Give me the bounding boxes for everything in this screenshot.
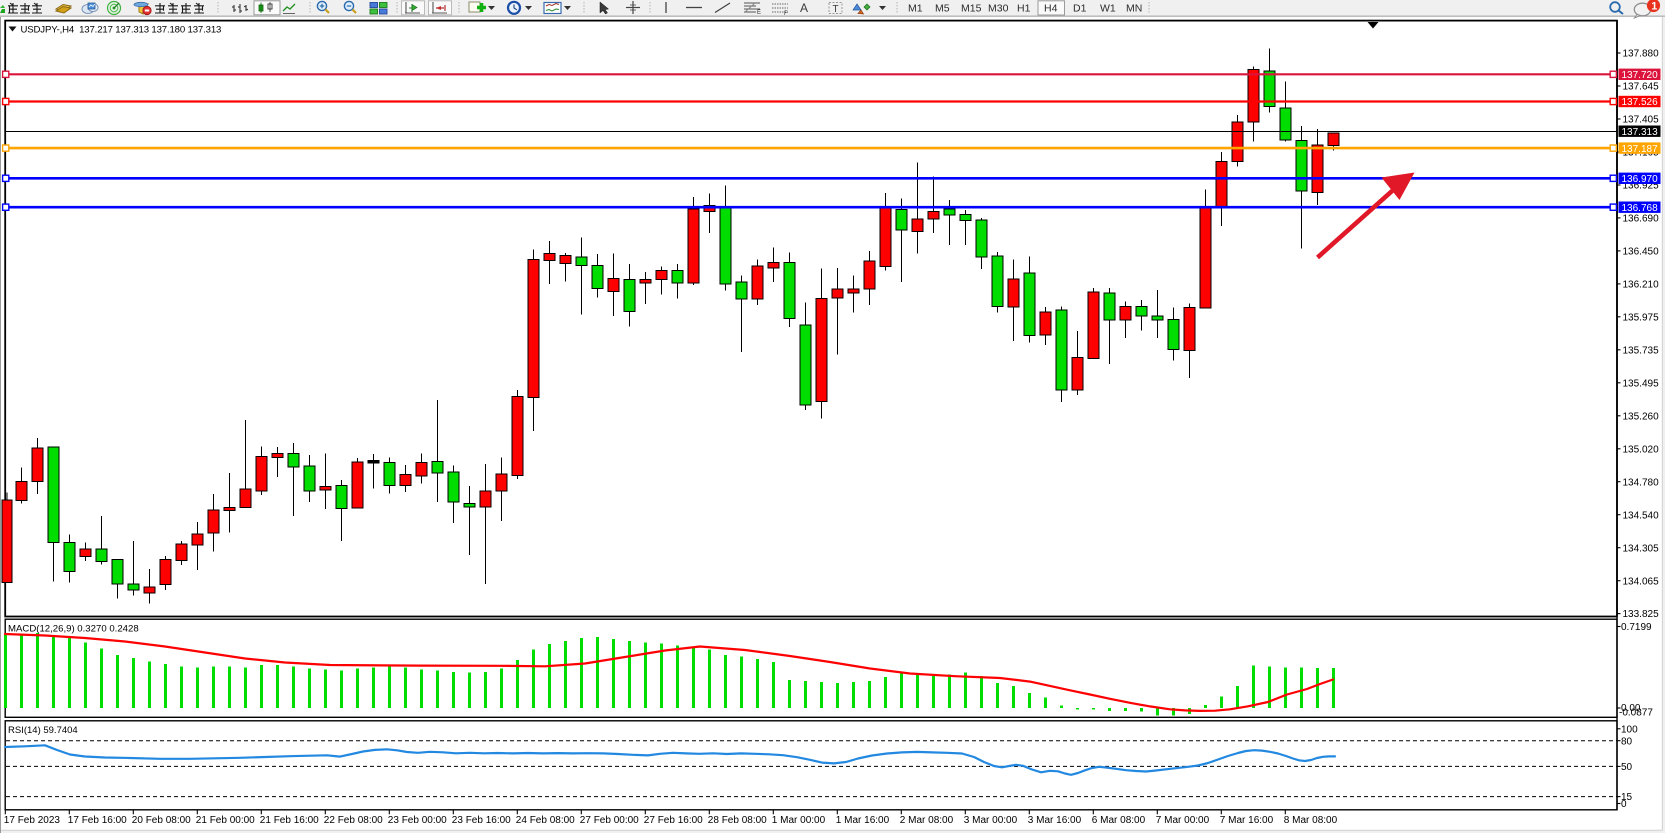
svg-text:22 Feb 08:00: 22 Feb 08:00	[324, 815, 383, 826]
svg-text:137.645: 137.645	[1623, 82, 1660, 93]
svg-text:80: 80	[1621, 736, 1633, 747]
svg-text:M15: M15	[961, 3, 982, 15]
svg-text:136.970: 136.970	[1622, 174, 1659, 185]
svg-text:T: T	[833, 4, 839, 15]
svg-text:MN: MN	[1126, 3, 1142, 15]
svg-text:27 Feb 00:00: 27 Feb 00:00	[580, 815, 639, 826]
svg-text:137.880: 137.880	[1623, 49, 1660, 60]
svg-text:136.925: 136.925	[1623, 181, 1660, 192]
svg-text:133.825: 133.825	[1623, 609, 1660, 620]
svg-text:135.495: 135.495	[1623, 378, 1660, 389]
svg-text:H4: H4	[1044, 3, 1058, 15]
svg-text:135.260: 135.260	[1623, 411, 1660, 422]
svg-text:RSI(14) 59.7404: RSI(14) 59.7404	[8, 725, 78, 736]
svg-text:-0.0877: -0.0877	[1619, 708, 1653, 719]
svg-text:3 Mar 00:00: 3 Mar 00:00	[964, 815, 1018, 826]
svg-text:20 Feb 08:00: 20 Feb 08:00	[132, 815, 191, 826]
svg-text:W1: W1	[1100, 3, 1116, 15]
svg-text:24 Feb 08:00: 24 Feb 08:00	[516, 815, 575, 826]
svg-text:0: 0	[1621, 799, 1627, 810]
svg-text:28 Feb 08:00: 28 Feb 08:00	[708, 815, 767, 826]
svg-text:136.450: 136.450	[1623, 247, 1660, 258]
svg-text:17 Feb 2023: 17 Feb 2023	[4, 815, 61, 826]
svg-text:1 Mar 16:00: 1 Mar 16:00	[836, 815, 890, 826]
svg-text:137.405: 137.405	[1623, 115, 1660, 126]
svg-text:27 Feb 16:00: 27 Feb 16:00	[644, 815, 703, 826]
svg-text:2 Mar 08:00: 2 Mar 08:00	[900, 815, 954, 826]
svg-text:M30: M30	[988, 3, 1009, 15]
svg-text:23 Feb 16:00: 23 Feb 16:00	[452, 815, 511, 826]
svg-text:15: 15	[1621, 792, 1633, 803]
svg-text:23 Feb 00:00: 23 Feb 00:00	[388, 815, 447, 826]
svg-text:M5: M5	[935, 3, 950, 15]
svg-text:3 Mar 16:00: 3 Mar 16:00	[1028, 815, 1082, 826]
svg-text:E: E	[757, 10, 761, 16]
svg-text:21 Feb 00:00: 21 Feb 00:00	[196, 815, 255, 826]
svg-text:135.735: 135.735	[1623, 345, 1660, 356]
svg-text:MACD(12,26,9) 0.3270 0.2428: MACD(12,26,9) 0.3270 0.2428	[8, 623, 139, 634]
svg-text:6 Mar 08:00: 6 Mar 08:00	[1092, 815, 1146, 826]
svg-text:USDJPY-,H4 137.217 137.313 13: USDJPY-,H4 137.217 137.313 137.180 137.3…	[21, 24, 222, 35]
svg-text:137.526: 137.526	[1622, 97, 1659, 108]
svg-text:0.7199: 0.7199	[1621, 622, 1652, 633]
svg-text:0.00: 0.00	[1621, 703, 1641, 714]
svg-text:21 Feb 16:00: 21 Feb 16:00	[260, 815, 319, 826]
svg-text:7 Mar 00:00: 7 Mar 00:00	[1156, 815, 1210, 826]
svg-text:D1: D1	[1073, 3, 1087, 15]
svg-text:A: A	[800, 1, 808, 15]
svg-text:7 Mar 16:00: 7 Mar 16:00	[1220, 815, 1274, 826]
svg-text:50: 50	[1621, 762, 1633, 773]
svg-text:137.313: 137.313	[1622, 127, 1659, 138]
svg-text:136.768: 136.768	[1622, 203, 1659, 214]
svg-text:134.540: 134.540	[1623, 510, 1660, 521]
svg-text:1: 1	[1651, 1, 1657, 13]
svg-text:135.975: 135.975	[1623, 312, 1660, 323]
svg-text:100: 100	[1621, 724, 1638, 735]
svg-text:1 Mar 00:00: 1 Mar 00:00	[772, 815, 826, 826]
svg-text:8 Mar 08:00: 8 Mar 08:00	[1284, 815, 1338, 826]
svg-text:134.065: 134.065	[1623, 576, 1660, 587]
svg-text:137.720: 137.720	[1622, 70, 1659, 81]
svg-text:M1: M1	[908, 3, 923, 15]
svg-text:136.210: 136.210	[1623, 280, 1660, 291]
svg-text:H1: H1	[1017, 3, 1031, 15]
svg-text:135.020: 135.020	[1623, 444, 1660, 455]
svg-text:134.780: 134.780	[1623, 477, 1660, 488]
svg-text:137.187: 137.187	[1622, 144, 1659, 155]
svg-text:134.305: 134.305	[1623, 543, 1660, 554]
svg-text:17 Feb 16:00: 17 Feb 16:00	[68, 815, 127, 826]
svg-text:F: F	[784, 11, 788, 17]
svg-text:136.690: 136.690	[1623, 214, 1660, 225]
